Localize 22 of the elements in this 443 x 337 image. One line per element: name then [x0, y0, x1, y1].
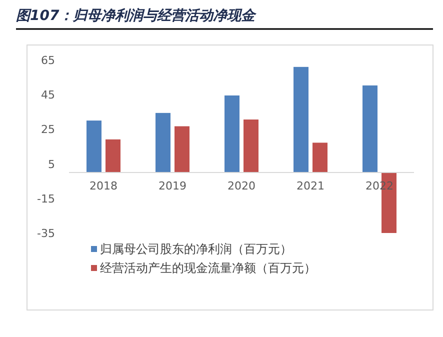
bar: [174, 126, 190, 172]
y-tick-label: 5: [48, 158, 55, 171]
y-tick-label: -15: [37, 192, 55, 206]
y-tick-label: 45: [41, 88, 55, 102]
bar: [86, 120, 102, 172]
chart-title: 图107：归母净利润与经营活动净现金: [16, 7, 258, 24]
bar: [156, 112, 170, 172]
bar: [362, 85, 378, 172]
bar: [106, 139, 120, 172]
y-tick-label: -35: [37, 227, 55, 240]
bar: [294, 66, 308, 172]
x-tick-label: 2018: [90, 179, 118, 192]
legend-label: 经营活动产生的现金流量净额（百万元）: [100, 261, 316, 275]
x-tick-label: 2019: [158, 179, 186, 192]
x-tick-label: 2020: [228, 179, 256, 192]
x-tick-label: 2021: [296, 179, 324, 192]
legend-label: 归属母公司股东的净利润（百万元）: [100, 242, 292, 256]
y-tick-label: 65: [41, 54, 55, 67]
y-tick-label: 25: [41, 123, 55, 136]
bar: [312, 142, 328, 172]
bar: [224, 95, 240, 172]
bar: [244, 120, 258, 172]
